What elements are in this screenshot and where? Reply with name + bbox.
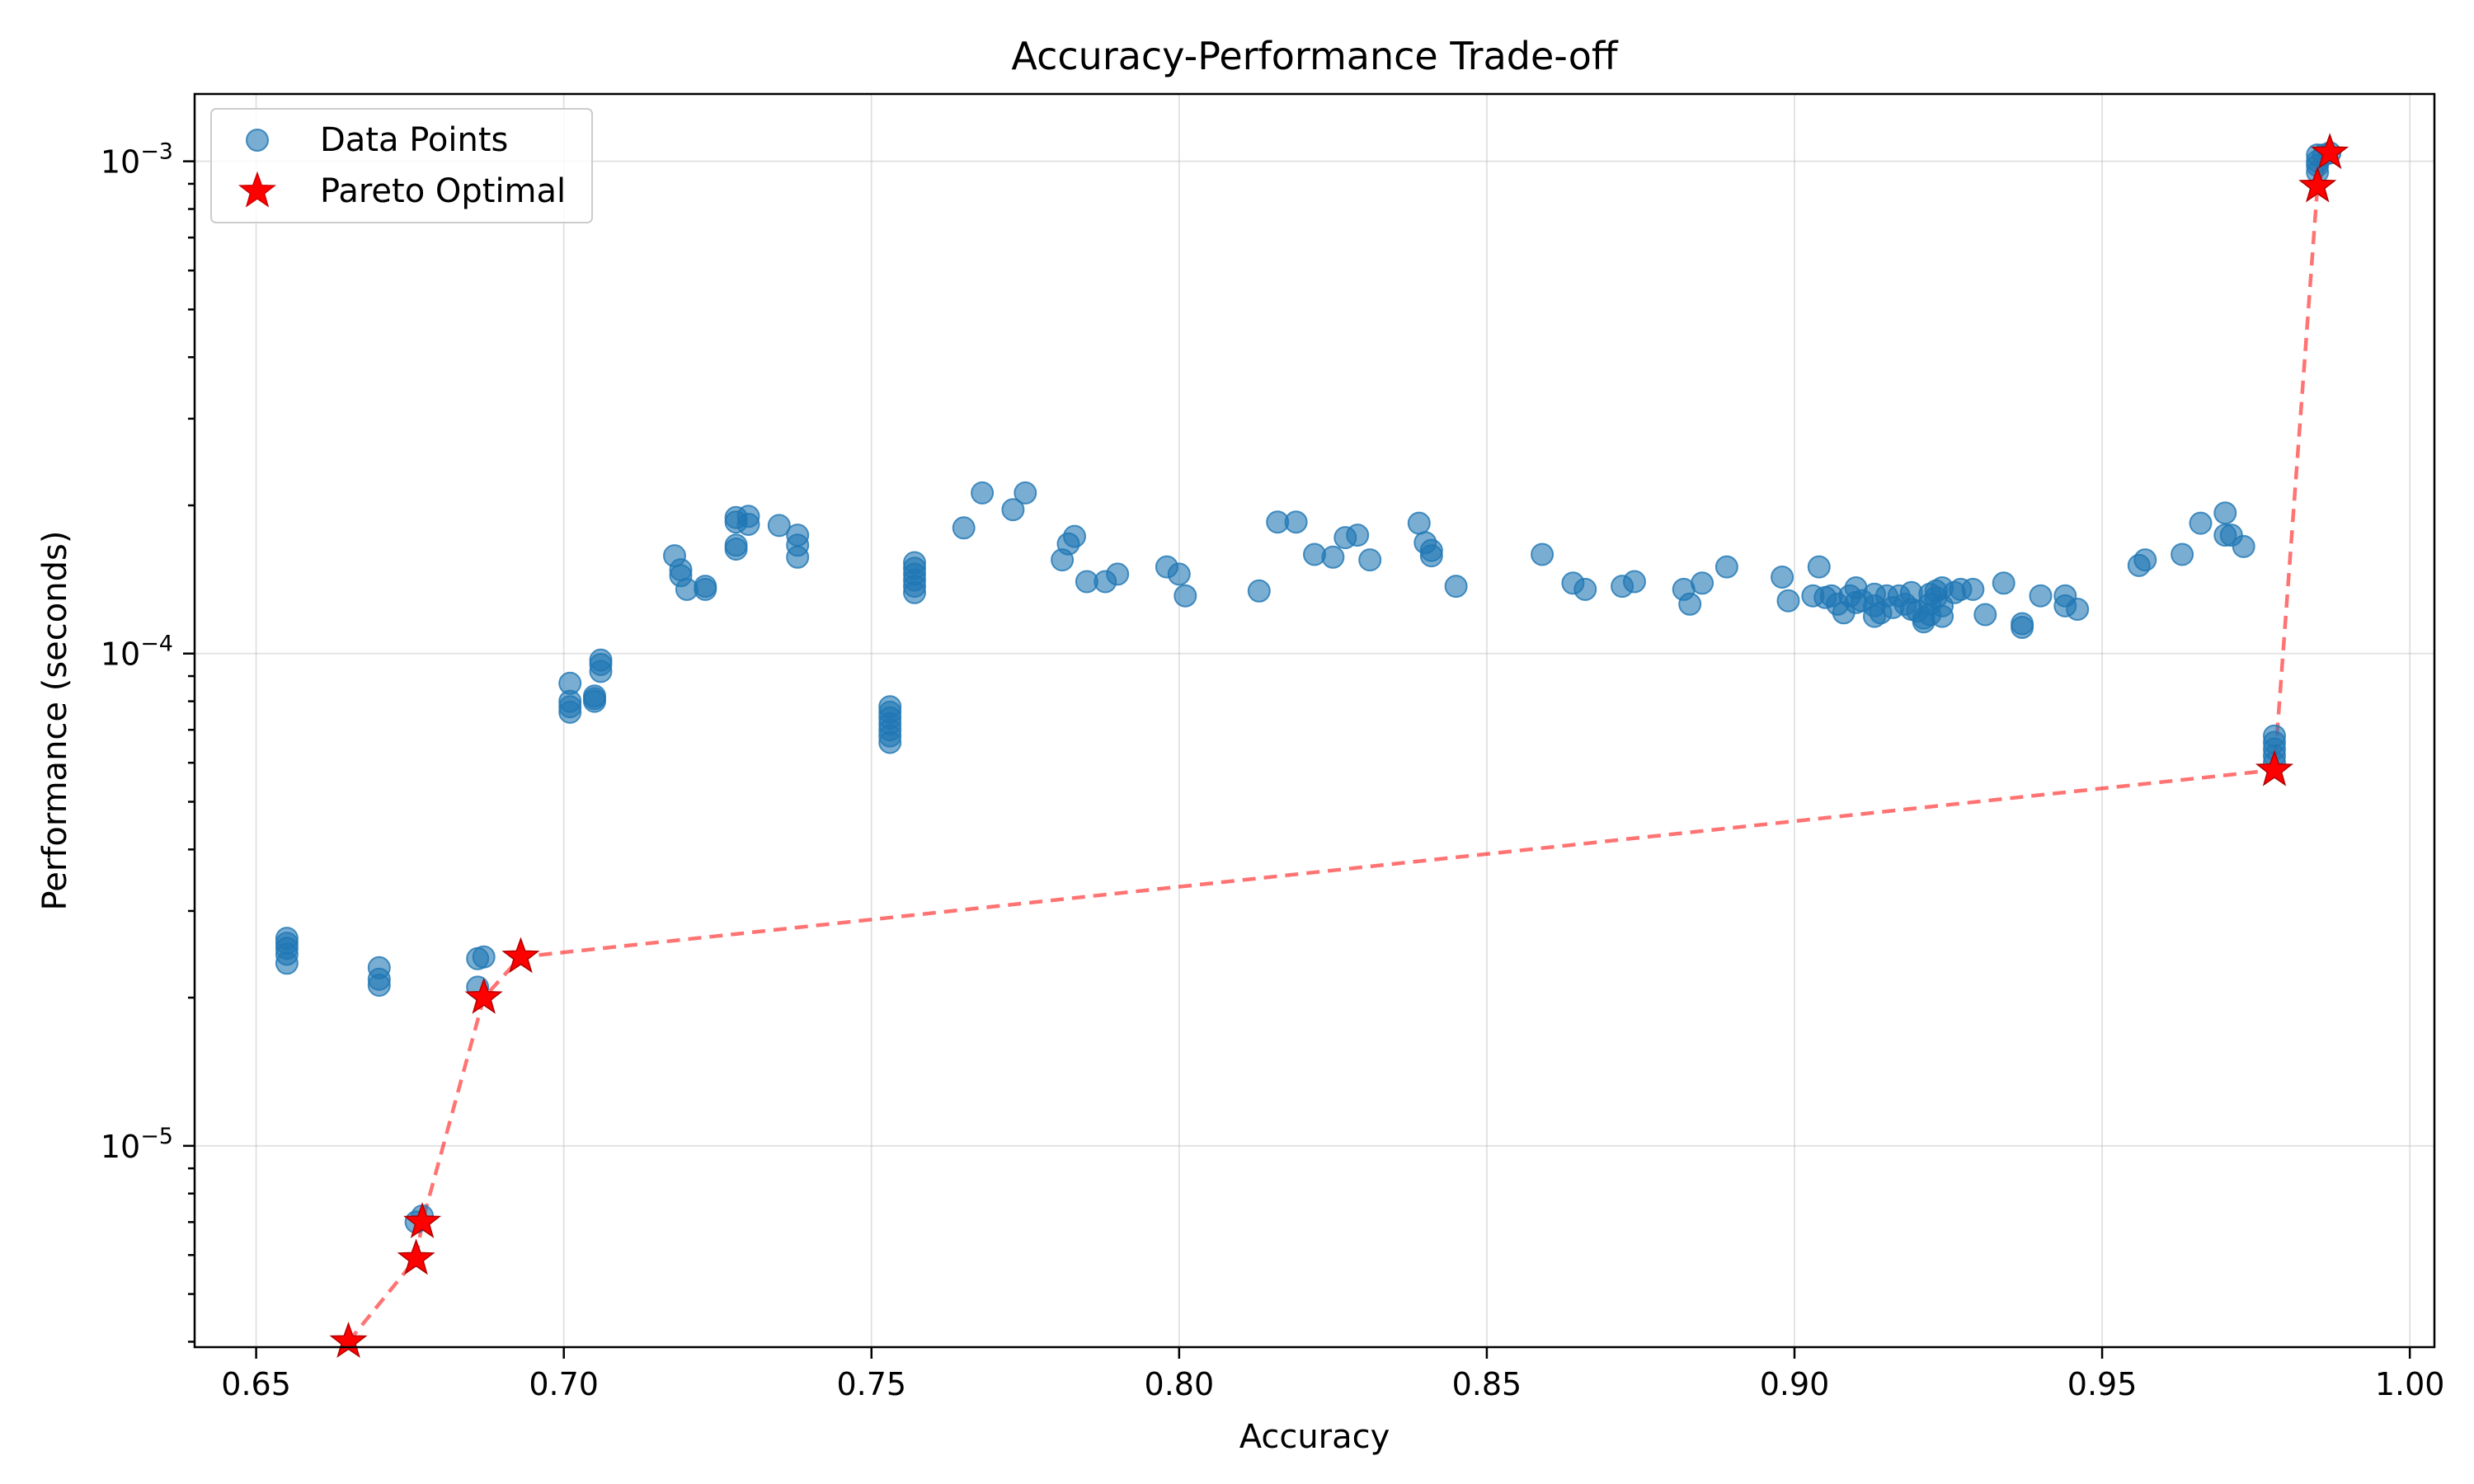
data-point	[1573, 577, 1597, 601]
data-point	[1106, 562, 1130, 586]
y-tick-label: 10−5	[101, 1124, 173, 1165]
legend-label-pareto-optimal: Pareto Optimal	[320, 172, 566, 210]
data-point	[1714, 555, 1738, 579]
data-point	[724, 538, 748, 561]
data-point	[1407, 511, 1431, 535]
data-point	[472, 945, 496, 969]
pareto-star	[501, 937, 540, 974]
data-point	[1167, 562, 1191, 586]
pareto-star	[2298, 166, 2337, 203]
pareto-star	[2311, 133, 2349, 170]
data-point	[1992, 571, 2015, 595]
data-point	[2171, 542, 2194, 566]
data-point	[275, 927, 299, 951]
pareto-star	[397, 1238, 435, 1275]
x-tick-label: 0.90	[1760, 1366, 1830, 1402]
data-point	[1321, 545, 1345, 569]
data-point	[1358, 548, 1382, 572]
data-point	[1014, 481, 1037, 505]
data-point	[1776, 589, 1800, 613]
data-point	[1419, 538, 1443, 562]
data-point	[2189, 511, 2213, 535]
data-point	[1174, 584, 1197, 608]
x-tick-label: 0.95	[2067, 1366, 2138, 1402]
data-point	[1931, 604, 1954, 628]
x-axis-label: Accuracy	[1239, 1418, 1390, 1456]
data-point	[1771, 566, 1794, 589]
data-point	[2029, 584, 2053, 608]
x-axis-ticks: 0.65 0.70 0.75 0.80 0.85 0.90 0.95 1.00	[221, 1347, 2444, 1402]
data-point	[694, 577, 717, 601]
data-point	[1691, 571, 1714, 595]
legend-box	[210, 108, 593, 223]
plot-frame	[193, 92, 2436, 1349]
pareto-star	[464, 977, 503, 1014]
x-tick-label: 0.70	[529, 1366, 599, 1402]
data-point	[2263, 724, 2286, 748]
data-point	[1531, 542, 1554, 566]
legend-marker-data-points	[246, 129, 269, 152]
data-point	[1623, 570, 1646, 594]
data-point	[786, 545, 810, 569]
y-axis-ticks: 10−5 10−4 10−3	[101, 139, 195, 1343]
data-point	[736, 505, 760, 528]
data-point	[2011, 612, 2034, 636]
data-point	[1001, 498, 1025, 522]
data-point	[1444, 575, 1468, 599]
data-point	[2066, 598, 2090, 621]
legend-marker-pareto-optimal	[238, 171, 276, 208]
data-point	[1284, 510, 1308, 534]
data-point	[903, 551, 926, 575]
data-point	[367, 956, 391, 979]
x-tick-label: 0.80	[1145, 1366, 1215, 1402]
legend-label-data-points: Data Points	[320, 121, 508, 159]
pareto-star	[329, 1322, 368, 1359]
data-point	[2133, 548, 2157, 572]
data-point	[1973, 603, 1997, 627]
data-point	[583, 684, 606, 708]
data-point	[878, 695, 902, 719]
y-axis-label: Performance (seconds)	[36, 531, 74, 911]
data-point	[589, 648, 613, 672]
x-tick-label: 0.75	[836, 1366, 906, 1402]
data-point	[2232, 534, 2255, 558]
data-point	[1346, 524, 1370, 547]
data-point	[1063, 524, 1086, 548]
y-tick-label: 10−4	[101, 632, 173, 673]
data-point	[1807, 555, 1831, 579]
pareto-star	[403, 1202, 442, 1238]
data-point	[767, 514, 791, 538]
x-tick-label: 0.65	[221, 1366, 291, 1402]
data-point	[2213, 501, 2237, 525]
data-point	[971, 481, 995, 505]
data-point	[1678, 592, 1702, 616]
data-point	[558, 671, 582, 695]
y-tick-label: 10−3	[101, 139, 173, 181]
data-point	[1247, 579, 1271, 603]
chart-title: Accuracy-Performance Trade-off	[1011, 34, 1618, 78]
data-point	[1961, 577, 1985, 601]
data-point	[952, 516, 976, 540]
legend: Data Points Pareto Optimal	[210, 108, 593, 223]
data-points-layer	[275, 141, 2342, 1234]
pareto-star	[2255, 749, 2293, 787]
pareto-stars-layer	[329, 133, 2349, 1359]
x-tick-label: 1.00	[2375, 1366, 2445, 1402]
x-tick-label: 0.85	[1452, 1366, 1522, 1402]
